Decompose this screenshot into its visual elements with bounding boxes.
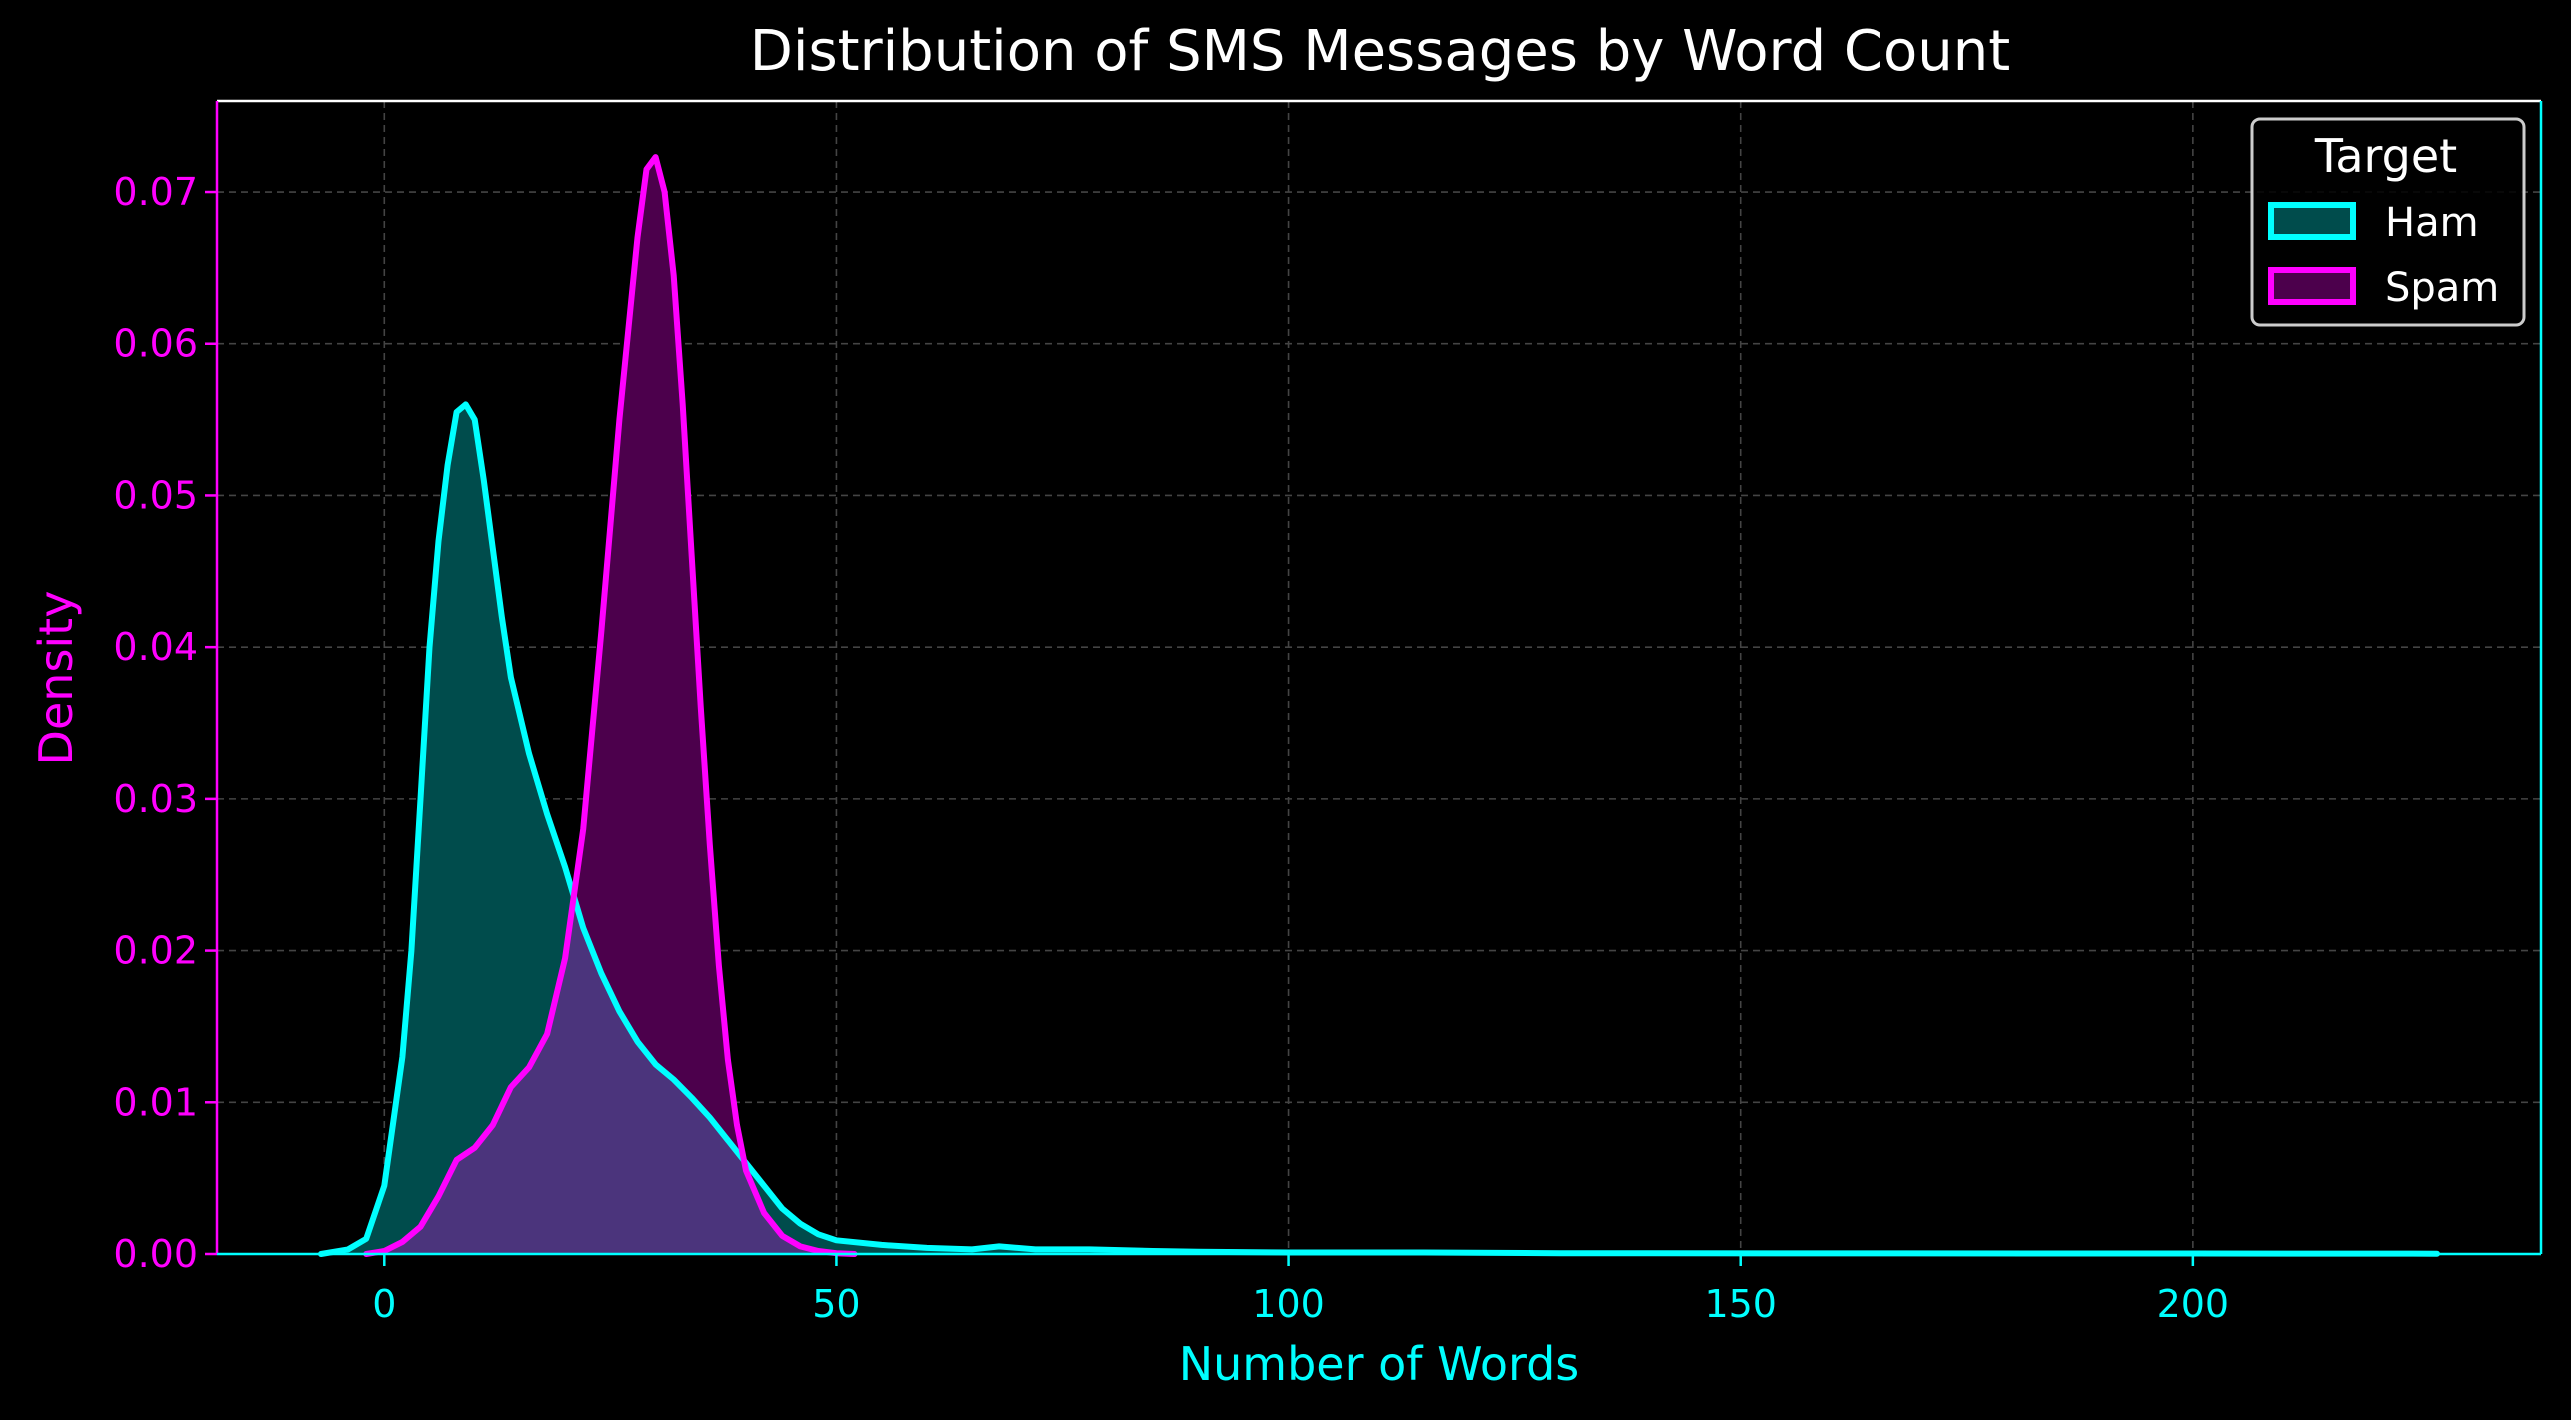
y-tick-label: 0.00 <box>113 1232 198 1276</box>
y-tick-label: 0.04 <box>113 625 198 669</box>
x-axis-label: Number of Words <box>1179 1337 1580 1391</box>
legend-swatch-ham <box>2268 202 2356 240</box>
line-spam <box>363 154 858 1257</box>
area-spam <box>366 157 855 1255</box>
x-tick-label: 150 <box>1704 1282 1777 1326</box>
legend-swatch-spam <box>2268 267 2356 305</box>
y-axis-label: Density <box>29 591 83 766</box>
x-tick-label: 100 <box>1252 1282 1325 1326</box>
y-tick-label: 0.01 <box>113 1080 198 1124</box>
y-tick-label: 0.07 <box>113 170 198 214</box>
y-ticks: 0.00 0.01 0.02 0.03 0.04 0.05 0.06 0.07 <box>113 170 217 1276</box>
x-tick-label: 50 <box>812 1282 860 1326</box>
legend: Target Ham Spam <box>2250 117 2526 327</box>
x-ticks: 0 50 100 150 200 <box>372 1254 2229 1326</box>
legend-title: Target <box>2314 129 2457 183</box>
y-tick-label: 0.03 <box>113 777 198 821</box>
line-ham <box>318 401 2440 1257</box>
x-tick-label: 0 <box>372 1282 396 1326</box>
chart-title: Distribution of SMS Messages by Word Cou… <box>750 19 2010 84</box>
plot-area <box>318 154 2440 1257</box>
y-tick-label: 0.05 <box>113 473 198 517</box>
overlap-area <box>366 897 855 1254</box>
y-tick-label: 0.02 <box>113 929 198 973</box>
legend-label-ham: Ham <box>2385 200 2479 246</box>
y-tick-label: 0.06 <box>113 322 198 366</box>
legend-label-spam: Spam <box>2385 265 2499 311</box>
x-tick-label: 200 <box>2157 1282 2230 1326</box>
